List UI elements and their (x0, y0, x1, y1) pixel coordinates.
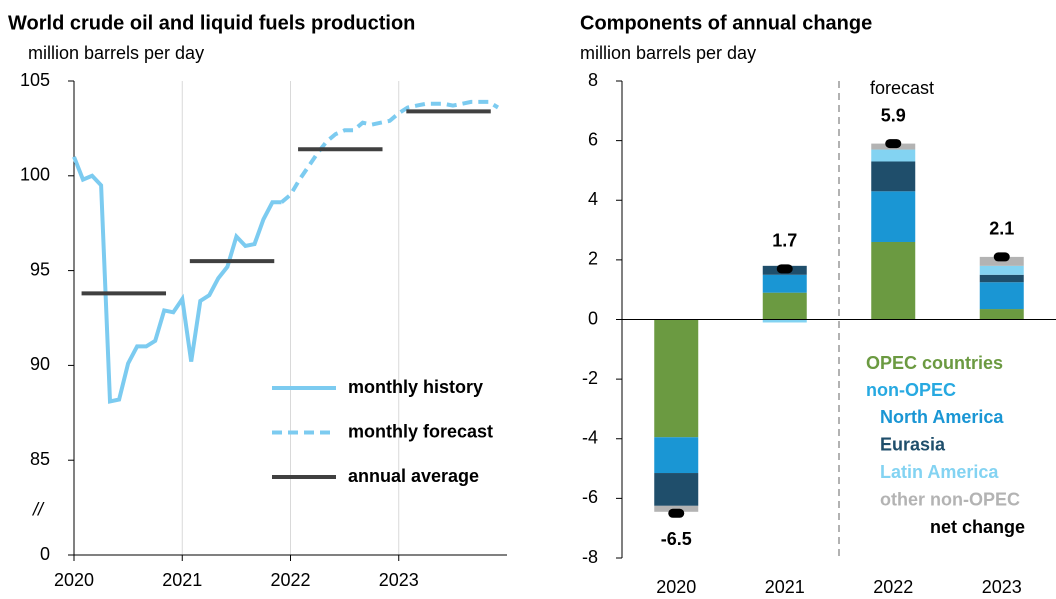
x-tick-label: 2020 (656, 577, 696, 597)
bar-segment (871, 241, 916, 320)
y-tick-label: 4 (588, 189, 598, 209)
x-tick-label: 2023 (982, 577, 1022, 597)
data-label: 5.9 (881, 105, 906, 125)
y-tick-label: 8 (588, 70, 598, 90)
data-label: 1.7 (772, 231, 797, 251)
bar-segment (762, 319, 807, 323)
y-tick-label: -4 (582, 428, 598, 448)
x-tick-label: 2022 (270, 570, 310, 590)
annotation: forecast (870, 78, 934, 98)
data-label: -6.5 (661, 529, 692, 549)
chart-subtitle: million barrels per day (580, 43, 756, 63)
y-tick-label: 6 (588, 129, 598, 149)
chart-title: World crude oil and liquid fuels product… (8, 12, 415, 34)
y-tick-label: -2 (582, 368, 598, 388)
net-marker (993, 252, 1010, 262)
net-marker (668, 508, 685, 518)
y-tick-label: 100 (20, 165, 50, 185)
legend-label: net change (930, 517, 1025, 537)
legend-label: monthly history (348, 377, 483, 397)
bar-segment (762, 292, 807, 320)
bar-segment (979, 309, 1024, 320)
line (280, 99, 500, 204)
bar-segment (979, 274, 1024, 283)
net-marker (885, 139, 902, 149)
bar-segment (871, 149, 916, 162)
y-tick-label: 85 (30, 449, 50, 469)
bar-segment (871, 161, 916, 192)
legend-label: Eurasia (880, 434, 946, 454)
x-tick-label: 2021 (162, 570, 202, 590)
x-tick-label: 2021 (765, 577, 805, 597)
line (72, 156, 282, 404)
bar-segment (654, 437, 699, 474)
chart-subtitle: million barrels per day (28, 43, 204, 63)
net-marker (776, 264, 793, 274)
bar-segment (762, 274, 807, 293)
legend-label: OPEC countries (866, 353, 1003, 373)
y-tick-label: 0 (40, 544, 50, 564)
bar-segment (871, 191, 916, 242)
legend-label: monthly forecast (348, 421, 493, 441)
legend-label: annual average (348, 466, 479, 486)
y-tick-label: 95 (30, 259, 50, 279)
y-tick-label: 2 (588, 249, 598, 269)
y-tick-label: -8 (582, 547, 598, 567)
x-tick-label: 2020 (54, 570, 94, 590)
y-tick-label: 105 (20, 70, 50, 90)
bar-segment (654, 473, 699, 506)
legend-label: Latin America (880, 462, 999, 482)
legend-label: non-OPEC (866, 380, 956, 400)
bar-segment (979, 282, 1024, 310)
data-label: 2.1 (989, 219, 1014, 239)
y-tick-label: -6 (582, 487, 598, 507)
x-tick-label: 2022 (873, 577, 913, 597)
axis-break: // (31, 499, 45, 519)
legend-label: North America (880, 407, 1004, 427)
chart-title: Components of annual change (580, 12, 872, 34)
y-tick-label: 90 (30, 354, 50, 374)
bar-segment (979, 265, 1024, 275)
legend-label: other non-OPEC (880, 489, 1020, 509)
y-tick-label: 0 (588, 308, 598, 328)
x-tick-label: 2023 (379, 570, 419, 590)
bar-segment (654, 319, 699, 438)
